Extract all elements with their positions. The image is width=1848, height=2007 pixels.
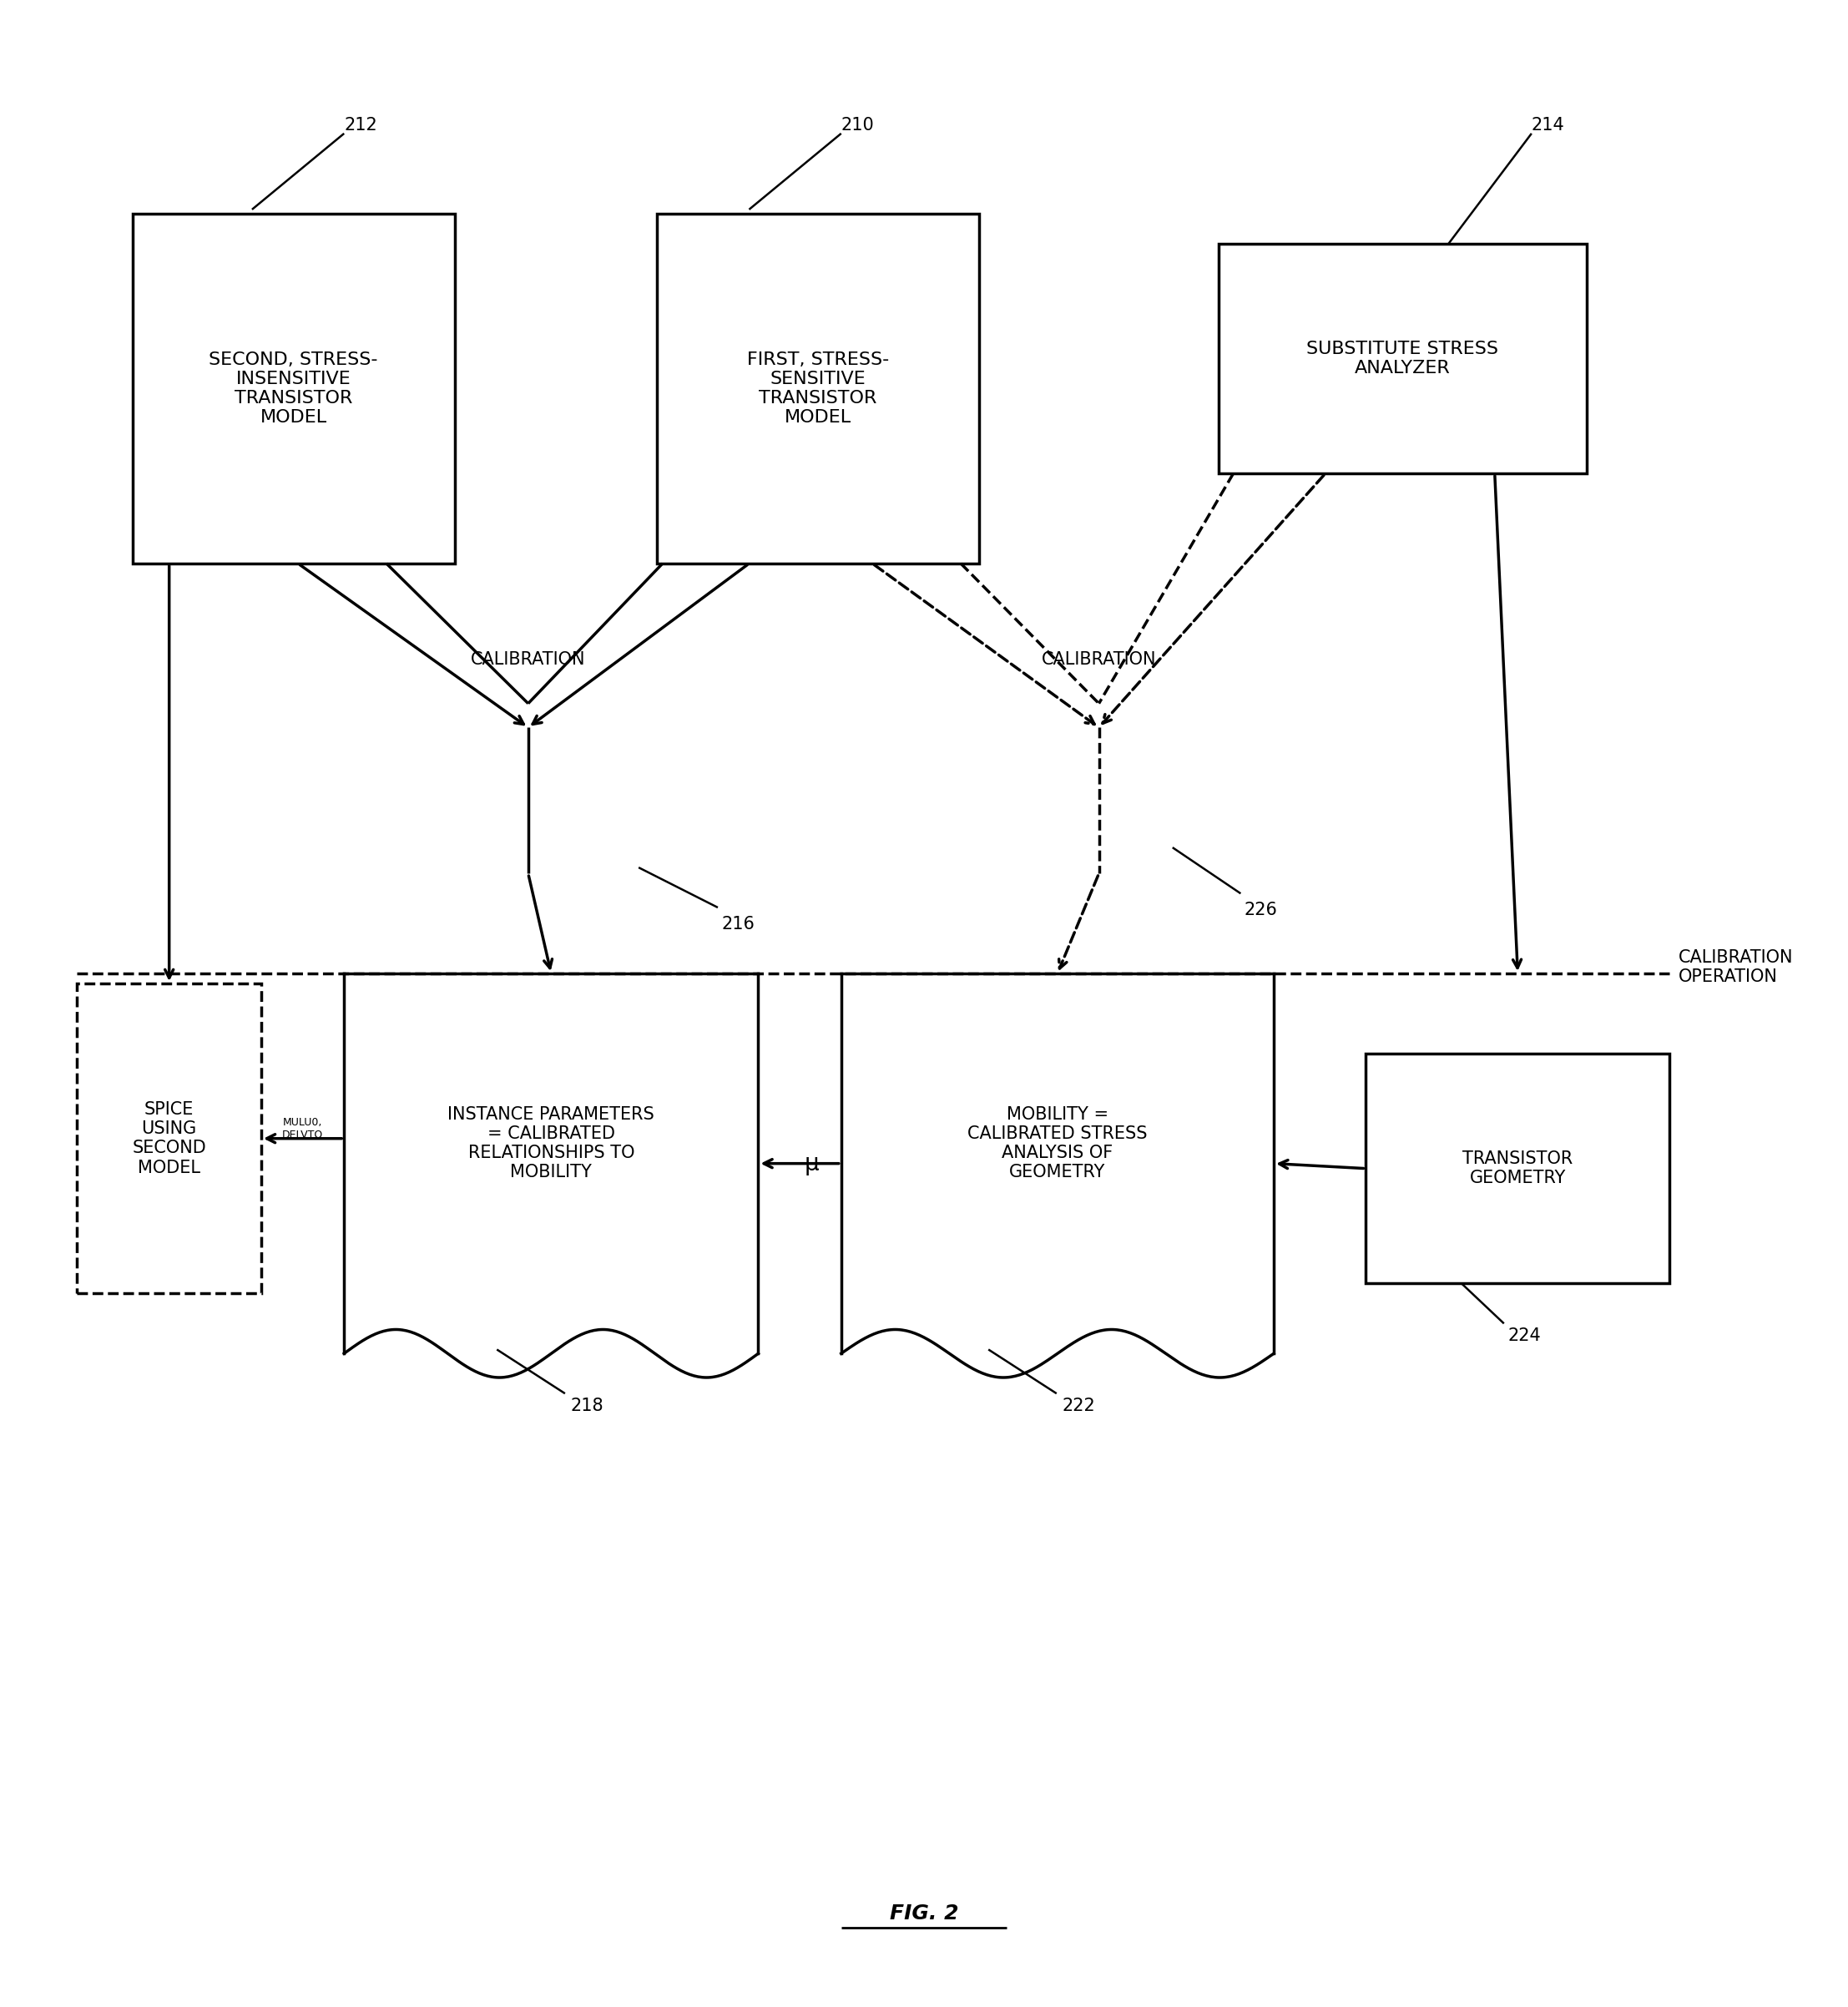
Text: SPICE
USING
SECOND
MODEL: SPICE USING SECOND MODEL bbox=[133, 1102, 207, 1176]
Text: MOBILITY =
CALIBRATED STRESS
ANALYSIS OF
GEOMETRY: MOBILITY = CALIBRATED STRESS ANALYSIS OF… bbox=[968, 1106, 1148, 1180]
Text: 212: 212 bbox=[344, 116, 377, 134]
Text: μ: μ bbox=[804, 1152, 819, 1176]
Text: CALIBRATION
OPERATION: CALIBRATION OPERATION bbox=[1678, 949, 1794, 985]
Polygon shape bbox=[344, 973, 758, 1353]
Text: SECOND, STRESS-
INSENSITIVE
TRANSISTOR
MODEL: SECOND, STRESS- INSENSITIVE TRANSISTOR M… bbox=[209, 351, 379, 425]
Text: 218: 218 bbox=[571, 1397, 604, 1415]
Text: 214: 214 bbox=[1532, 116, 1565, 134]
FancyBboxPatch shape bbox=[1366, 1054, 1669, 1284]
Text: TRANSISTOR
GEOMETRY: TRANSISTOR GEOMETRY bbox=[1462, 1150, 1573, 1186]
Text: FIRST, STRESS-
SENSITIVE
TRANSISTOR
MODEL: FIRST, STRESS- SENSITIVE TRANSISTOR MODE… bbox=[747, 351, 889, 425]
Text: CALIBRATION: CALIBRATION bbox=[471, 650, 586, 668]
FancyBboxPatch shape bbox=[78, 983, 261, 1293]
Polygon shape bbox=[841, 973, 1273, 1353]
Text: SUBSTITUTE STRESS
ANALYZER: SUBSTITUTE STRESS ANALYZER bbox=[1307, 341, 1499, 377]
Text: 226: 226 bbox=[1244, 901, 1277, 917]
FancyBboxPatch shape bbox=[658, 213, 979, 564]
Text: 210: 210 bbox=[841, 116, 874, 134]
Text: 216: 216 bbox=[721, 915, 754, 931]
FancyBboxPatch shape bbox=[133, 213, 455, 564]
Text: 222: 222 bbox=[1063, 1397, 1096, 1415]
Text: INSTANCE PARAMETERS
= CALIBRATED
RELATIONSHIPS TO
MOBILITY: INSTANCE PARAMETERS = CALIBRATED RELATIO… bbox=[447, 1106, 654, 1180]
Text: CALIBRATION: CALIBRATION bbox=[1042, 650, 1157, 668]
FancyBboxPatch shape bbox=[1218, 243, 1587, 474]
Text: 224: 224 bbox=[1508, 1327, 1541, 1345]
Text: MULU0,
DELVTO: MULU0, DELVTO bbox=[283, 1116, 323, 1140]
Text: FIG. 2: FIG. 2 bbox=[889, 1903, 959, 1923]
